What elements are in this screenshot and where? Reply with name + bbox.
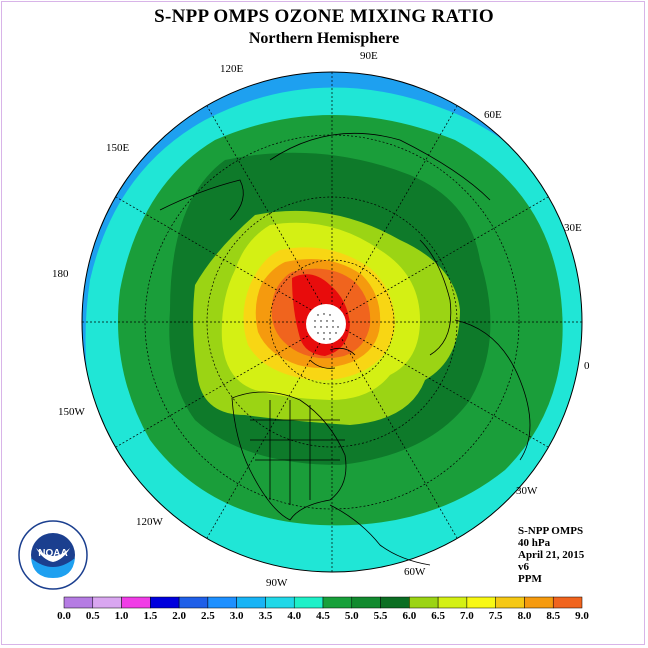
colorbar-swatch bbox=[265, 596, 295, 609]
info-pressure: 40 hPa bbox=[518, 537, 551, 549]
graticule bbox=[82, 72, 582, 572]
colorbar-tick-label: 9.0 bbox=[575, 610, 589, 622]
colorbar-tick-label: 8.0 bbox=[517, 610, 532, 622]
colorbar-swatch bbox=[524, 596, 554, 609]
meridian-120w bbox=[206, 321, 333, 539]
info-block: S-NPP OMPS 40 hPa April 21, 2015 v6 PPM bbox=[518, 525, 584, 585]
meridian-120e bbox=[206, 105, 333, 323]
meridian-150w bbox=[115, 321, 333, 448]
map-boundary bbox=[81, 71, 583, 573]
colorbar-swatch bbox=[178, 596, 209, 609]
colorbar-tick-label: 3.0 bbox=[229, 610, 244, 622]
colorbar-swatch bbox=[293, 596, 324, 609]
colorbar-tick-label: 2.5 bbox=[201, 610, 215, 622]
lon-label-0: 0 bbox=[584, 360, 590, 372]
info-date: April 21, 2015 bbox=[518, 549, 585, 561]
colorbar-tick-label: 5.0 bbox=[344, 610, 359, 622]
pole-dots bbox=[314, 313, 339, 340]
noaa-logo: NOAA bbox=[18, 520, 88, 590]
colorbar-swatch bbox=[63, 596, 94, 609]
meridian-30w bbox=[331, 321, 549, 448]
colorbar-swatch bbox=[552, 596, 583, 609]
colorbar-swatch bbox=[207, 596, 237, 609]
colorbar-swatch bbox=[409, 596, 439, 609]
colorbar-swatch bbox=[121, 596, 151, 609]
pole-hole bbox=[306, 304, 346, 344]
meridian-30e bbox=[331, 196, 549, 323]
colorbar-swatch bbox=[351, 596, 381, 609]
noaa-logo-text: NOAA bbox=[38, 548, 67, 559]
pole-no-data bbox=[306, 304, 346, 344]
lon-label-90w: 90W bbox=[266, 577, 288, 589]
lon-label-120w: 120W bbox=[136, 516, 163, 528]
colorbar-swatch bbox=[236, 596, 266, 609]
lon-label-150w: 150W bbox=[58, 406, 85, 418]
lon-label-60e: 60E bbox=[484, 109, 502, 121]
lon-label-150e: 150E bbox=[106, 142, 130, 154]
colorbar-tick-label: 2.0 bbox=[172, 610, 186, 622]
lon-label-120e: 120E bbox=[220, 63, 244, 75]
lon-label-60w: 60W bbox=[404, 566, 426, 578]
colorbar-swatch bbox=[437, 596, 468, 609]
colorbar-tick-label: 7.0 bbox=[460, 610, 474, 622]
colorbar-tick-label: 4.0 bbox=[287, 610, 302, 622]
colorbar-swatch bbox=[322, 596, 353, 609]
colorbar bbox=[63, 596, 583, 609]
info-version: v6 bbox=[518, 561, 529, 573]
colorbar-tick-label: 0.0 bbox=[57, 610, 71, 622]
info-units: PPM bbox=[518, 573, 542, 585]
lon-label-30e: 30E bbox=[564, 222, 582, 234]
colorbar-tick-label: 1.5 bbox=[143, 610, 158, 622]
map-title: S-NPP OMPS OZONE MIXING RATIO bbox=[154, 6, 494, 27]
colorbar-tick-label: 1.0 bbox=[114, 610, 129, 622]
meridian-60w bbox=[331, 321, 458, 539]
colorbar-tick-label: 6.5 bbox=[431, 610, 445, 622]
info-satellite: S-NPP OMPS bbox=[518, 525, 584, 537]
colorbar-swatch bbox=[150, 596, 180, 609]
coastlines bbox=[159, 132, 531, 566]
meridian-150e bbox=[115, 196, 333, 323]
colorbar-tick-label: 5.5 bbox=[373, 610, 388, 622]
colorbar-swatch bbox=[495, 596, 525, 609]
colorbar-swatch bbox=[466, 596, 496, 609]
colorbar-swatch bbox=[380, 596, 410, 609]
colorbar-tick-label: 7.5 bbox=[488, 610, 503, 622]
colorbar-swatch bbox=[92, 596, 122, 609]
lon-label-30w: 30W bbox=[516, 485, 538, 497]
colorbar-tick-label: 6.0 bbox=[402, 610, 417, 622]
colorbar-tick-label: 8.5 bbox=[546, 610, 561, 622]
colorbar-tick-label: 0.5 bbox=[85, 610, 100, 622]
meridian-60e bbox=[331, 105, 458, 323]
colorbar-tick-label: 3.5 bbox=[258, 610, 273, 622]
lon-label-180: 180 bbox=[52, 268, 69, 280]
colorbar-tick-label: 4.5 bbox=[316, 610, 330, 622]
map-subtitle: Northern Hemisphere bbox=[248, 30, 400, 47]
lon-label-90e: 90E bbox=[360, 50, 378, 62]
